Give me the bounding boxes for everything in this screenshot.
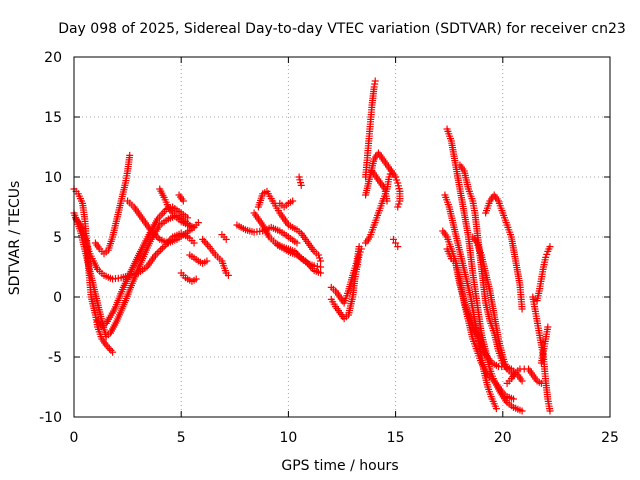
y-tick-label: 0 bbox=[53, 290, 62, 306]
data-point bbox=[542, 253, 550, 261]
data-point bbox=[203, 257, 211, 265]
data-point-interp bbox=[393, 176, 401, 184]
data-point bbox=[518, 377, 526, 385]
data-point-interp bbox=[158, 244, 166, 252]
data-point bbox=[297, 181, 305, 189]
y-tick-label: -10 bbox=[39, 410, 62, 426]
data-point bbox=[179, 197, 187, 205]
data-point bbox=[355, 251, 363, 259]
axis-tick-labels: 0 5 10 15 20 25 -10 -5 0 5 10 15 20 bbox=[39, 50, 619, 446]
data-point bbox=[392, 239, 400, 247]
data-point bbox=[518, 305, 526, 313]
x-tick-label: 20 bbox=[494, 430, 512, 446]
data-point bbox=[396, 197, 404, 205]
x-tick-label: 15 bbox=[387, 430, 405, 446]
data-point bbox=[546, 407, 554, 415]
data-point bbox=[192, 275, 200, 283]
data-point-interp bbox=[153, 249, 161, 257]
data-point bbox=[510, 395, 518, 403]
y-tick-label: 5 bbox=[53, 230, 62, 246]
data-point bbox=[371, 77, 379, 85]
data-point bbox=[544, 323, 552, 331]
data-point bbox=[317, 269, 325, 277]
data-point-interp bbox=[155, 248, 163, 256]
data-point-interp bbox=[157, 246, 165, 254]
data-point bbox=[314, 251, 322, 259]
data-point bbox=[109, 348, 117, 356]
x-tick-label: 0 bbox=[70, 430, 79, 446]
y-tick-label: -5 bbox=[48, 350, 62, 366]
data-point-interp bbox=[105, 345, 113, 353]
data-point-interp bbox=[200, 237, 208, 245]
data-point bbox=[383, 197, 391, 205]
plot-frame bbox=[73, 56, 611, 418]
data-point bbox=[126, 151, 134, 159]
y-tick-label: 20 bbox=[44, 50, 62, 66]
y-tick-label: 15 bbox=[44, 110, 62, 126]
data-point bbox=[194, 219, 202, 227]
data-point-interp bbox=[154, 234, 162, 242]
x-tick-label: 25 bbox=[601, 430, 619, 446]
data-point bbox=[394, 243, 402, 251]
data-point bbox=[518, 407, 526, 415]
data-point-interp bbox=[543, 250, 551, 258]
data-point bbox=[293, 239, 301, 247]
data-point bbox=[224, 271, 232, 279]
data-point bbox=[190, 239, 198, 247]
x-tick-label: 10 bbox=[279, 430, 297, 446]
data-point bbox=[385, 173, 393, 181]
data-point-interp bbox=[149, 229, 157, 237]
chart-title: Day 098 of 2025, Sidereal Day-to-day VTE… bbox=[58, 21, 626, 37]
data-point bbox=[392, 173, 400, 181]
data-point bbox=[199, 235, 207, 243]
data-point bbox=[151, 251, 159, 259]
data-point bbox=[546, 243, 554, 251]
data-point bbox=[317, 263, 325, 271]
data-point bbox=[317, 257, 325, 265]
data-point bbox=[355, 243, 363, 251]
y-tick-label: 10 bbox=[44, 170, 62, 186]
data-point bbox=[147, 227, 155, 235]
data-point bbox=[389, 235, 397, 243]
data-point bbox=[492, 405, 500, 413]
data-point-interp bbox=[202, 239, 210, 247]
x-tick-label: 5 bbox=[177, 430, 186, 446]
data-point bbox=[394, 203, 402, 211]
data-point-interp bbox=[315, 254, 323, 262]
data-point-interp bbox=[395, 200, 403, 208]
data-point bbox=[184, 214, 192, 222]
data-point-interp bbox=[203, 241, 211, 249]
data-point-interp bbox=[151, 230, 159, 238]
data-point bbox=[222, 235, 230, 243]
x-axis-label: GPS time / hours bbox=[281, 458, 398, 474]
data-point bbox=[289, 197, 297, 205]
data-points bbox=[70, 77, 554, 415]
data-point-interp bbox=[107, 346, 115, 354]
data-point-interp bbox=[152, 232, 160, 240]
y-axis-label: SDTVAR / TECUs bbox=[7, 181, 23, 296]
